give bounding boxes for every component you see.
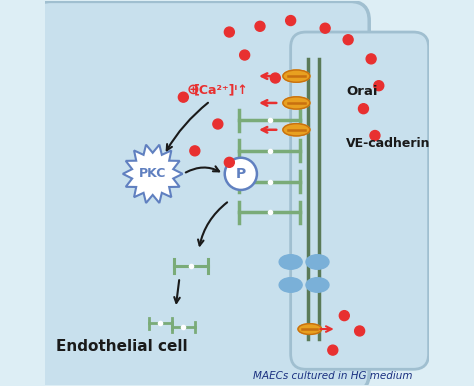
Circle shape <box>366 54 376 64</box>
Ellipse shape <box>306 278 329 292</box>
Circle shape <box>355 326 365 336</box>
Ellipse shape <box>283 70 310 82</box>
Circle shape <box>224 157 234 167</box>
Circle shape <box>339 311 349 321</box>
Circle shape <box>328 345 338 355</box>
Circle shape <box>370 130 380 141</box>
Circle shape <box>190 146 200 156</box>
Ellipse shape <box>283 124 310 136</box>
Ellipse shape <box>279 255 302 269</box>
Circle shape <box>374 81 384 91</box>
Circle shape <box>343 35 353 45</box>
Text: VE-cadherin: VE-cadherin <box>346 137 431 150</box>
Text: P: P <box>236 167 246 181</box>
Circle shape <box>270 73 280 83</box>
Circle shape <box>225 158 257 190</box>
Circle shape <box>286 15 296 25</box>
Circle shape <box>358 104 368 113</box>
Circle shape <box>213 119 223 129</box>
Text: Endothelial cell: Endothelial cell <box>56 339 188 354</box>
Circle shape <box>320 23 330 33</box>
Text: [Ca²⁺]ⁱ↑: [Ca²⁺]ⁱ↑ <box>194 83 249 96</box>
Circle shape <box>240 50 250 60</box>
Ellipse shape <box>283 97 310 109</box>
Circle shape <box>255 21 265 31</box>
Ellipse shape <box>306 255 329 269</box>
Text: Orai: Orai <box>346 85 378 98</box>
Ellipse shape <box>298 324 322 334</box>
Text: MAECs cultured in HG medium: MAECs cultured in HG medium <box>253 371 412 381</box>
Circle shape <box>224 27 234 37</box>
Circle shape <box>178 92 188 102</box>
Text: PKC: PKC <box>139 168 166 180</box>
FancyBboxPatch shape <box>291 32 428 369</box>
Polygon shape <box>123 145 182 203</box>
Text: ⊕: ⊕ <box>187 82 199 97</box>
FancyBboxPatch shape <box>32 2 369 386</box>
Ellipse shape <box>279 278 302 292</box>
